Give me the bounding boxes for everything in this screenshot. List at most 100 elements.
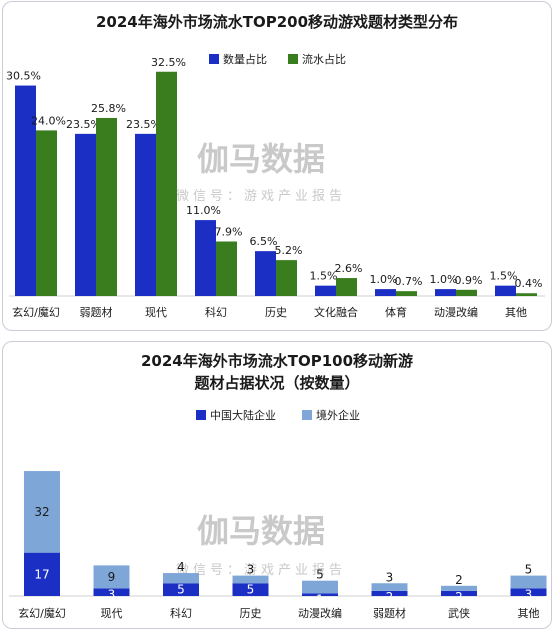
tick-label-2: 现代 <box>101 607 123 620</box>
bar-2-2 <box>96 117 117 296</box>
bar-1-4 <box>232 583 269 596</box>
tick-label-7: 武侠 <box>448 607 470 620</box>
data-label-1-5: 1 <box>316 592 324 606</box>
data-label-1-8: 3 <box>525 587 533 601</box>
data-label-2-4: 3 <box>247 563 255 577</box>
legend-label-series-2: 流水占比 <box>302 52 346 66</box>
watermark-logo: 伽马数据 <box>197 512 325 550</box>
tick-label-3: 科幻 <box>170 606 192 620</box>
legend-label-series-1: 中国大陆企业 <box>210 408 276 422</box>
legend: 数量占比 流水占比 <box>209 52 346 66</box>
tick-label-3: 现代 <box>145 306 167 319</box>
data-label-2-9: 0.4% <box>515 277 543 290</box>
bar-1-5 <box>302 593 338 596</box>
data-label-2-7: 0.7% <box>395 275 423 288</box>
bar-2-3 <box>163 573 199 584</box>
legend-swatch-series-2 <box>288 54 298 64</box>
bars-group: 17 32 玄幻/魔幻 3 9 现代 5 4 科幻 5 3 历史 1 5 动漫改编 2 3 弱题材 2 2 武侠 3 5 其他 <box>9 471 547 620</box>
bar-2-8 <box>456 289 477 296</box>
legend: 中国大陆企业 境外企业 <box>196 408 360 422</box>
data-label-2-2: 25.8% <box>91 102 126 115</box>
tick-label-2: 弱题材 <box>80 305 113 319</box>
tick-label-5: 历史 <box>265 306 287 319</box>
data-label-1-4: 5 <box>247 583 255 597</box>
data-label-1-1: 30.5% <box>6 70 41 83</box>
data-label-1-6: 1.5% <box>310 270 338 283</box>
data-label-2-5: 5 <box>316 568 324 582</box>
bar-2-4 <box>232 575 269 584</box>
bar-1-6 <box>315 285 336 296</box>
bar-1-2 <box>93 588 130 596</box>
legend-swatch-series-2 <box>302 410 312 420</box>
tick-label-7: 体育 <box>385 305 407 319</box>
tick-label-5: 动漫改编 <box>298 606 342 620</box>
bar-2-4 <box>216 241 237 296</box>
bar-1-3 <box>163 583 199 596</box>
data-label-2-3: 32.5% <box>151 56 186 69</box>
bar-2-1 <box>24 471 60 553</box>
tick-label-4: 科幻 <box>205 305 227 319</box>
watermark-logo: 伽马数据 <box>197 140 325 178</box>
chart-panel-top100: 2024年海外市场流水TOP100移动新游 题材占据状况（按数量） 中国大陆企业… <box>2 341 552 629</box>
watermark: 伽马数据 微信号：游戏产业报告 <box>176 512 346 578</box>
chart-title: 2024年海外市场流水TOP200移动游戏题材类型分布 <box>96 13 458 31</box>
bar-1-1 <box>15 85 36 296</box>
data-label-1-7: 1.0% <box>370 273 398 286</box>
chart-top200-svg: 2024年海外市场流水TOP200移动游戏题材类型分布 数量占比 流水占比 伽马… <box>6 13 545 319</box>
bar-1-3 <box>135 133 156 296</box>
bar-1-4 <box>195 220 216 296</box>
data-label-1-2: 3 <box>108 587 116 601</box>
bar-1-9 <box>495 285 516 296</box>
data-label-1-5: 6.5% <box>250 235 278 248</box>
bar-1-7 <box>375 289 396 296</box>
bar-2-6 <box>371 583 408 591</box>
tick-label-6: 文化融合 <box>314 305 358 319</box>
data-label-2-1: 32 <box>34 505 49 519</box>
watermark-subtitle: 微信号：游戏产业报告 <box>176 189 346 204</box>
chart-title-line-1: 2024年海外市场流水TOP100移动新游 <box>141 352 413 370</box>
bar-2-5 <box>302 580 338 594</box>
tick-label-8: 其他 <box>518 607 540 620</box>
bar-2-5 <box>276 260 297 296</box>
bars-group: 30.5%24.0%玄幻/魔幻23.5%25.8%弱题材23.5%32.5%现代… <box>6 56 545 319</box>
bar-1-7 <box>441 590 477 596</box>
data-label-2-8: 5 <box>525 563 533 577</box>
data-label-1-6: 2 <box>386 590 394 604</box>
tick-label-9: 其他 <box>505 306 527 319</box>
data-label-2-3: 4 <box>177 560 185 574</box>
watermark-subtitle: 微信号：游戏产业报告 <box>176 563 346 578</box>
tick-label-1: 玄幻/魔幻 <box>18 606 66 620</box>
bar-1-5 <box>255 251 276 296</box>
data-label-1-4: 11.0% <box>186 204 221 217</box>
bar-2-9 <box>516 293 537 296</box>
bar-2-8 <box>510 575 547 589</box>
bar-2-2 <box>93 565 130 589</box>
tick-label-1: 玄幻/魔幻 <box>12 305 60 319</box>
data-label-2-8: 0.9% <box>455 274 483 287</box>
data-label-1-8: 1.0% <box>430 273 458 286</box>
data-label-1-3: 23.5% <box>126 118 161 131</box>
data-label-2-4: 7.9% <box>215 225 243 238</box>
legend-label-series-2: 境外企业 <box>316 408 360 422</box>
bar-2-7 <box>441 585 477 591</box>
data-label-1-7: 2 <box>455 590 463 604</box>
chart-top100-svg: 2024年海外市场流水TOP100移动新游 题材占据状况（按数量） 中国大陆企业… <box>9 352 547 620</box>
data-label-2-6: 2.6% <box>335 262 363 275</box>
tick-label-4: 历史 <box>240 607 262 620</box>
legend-swatch-series-1 <box>196 410 206 420</box>
data-label-2-7: 2 <box>455 573 463 587</box>
chart-title-line-2: 题材占据状况（按数量） <box>194 374 359 392</box>
bar-2-3 <box>156 71 177 296</box>
bar-2-1 <box>36 130 57 296</box>
bar-1-1 <box>24 552 60 596</box>
data-label-1-9: 1.5% <box>490 270 518 283</box>
legend-label-series-1: 数量占比 <box>223 52 267 66</box>
data-label-1-2: 23.5% <box>66 118 101 131</box>
bar-1-8 <box>510 588 547 596</box>
data-label-2-6: 3 <box>386 570 394 584</box>
data-label-2-2: 9 <box>108 570 116 584</box>
bar-1-6 <box>371 590 408 596</box>
bar-2-6 <box>336 278 357 296</box>
data-label-2-1: 24.0% <box>31 114 66 127</box>
tick-label-8: 动漫改编 <box>434 305 478 319</box>
